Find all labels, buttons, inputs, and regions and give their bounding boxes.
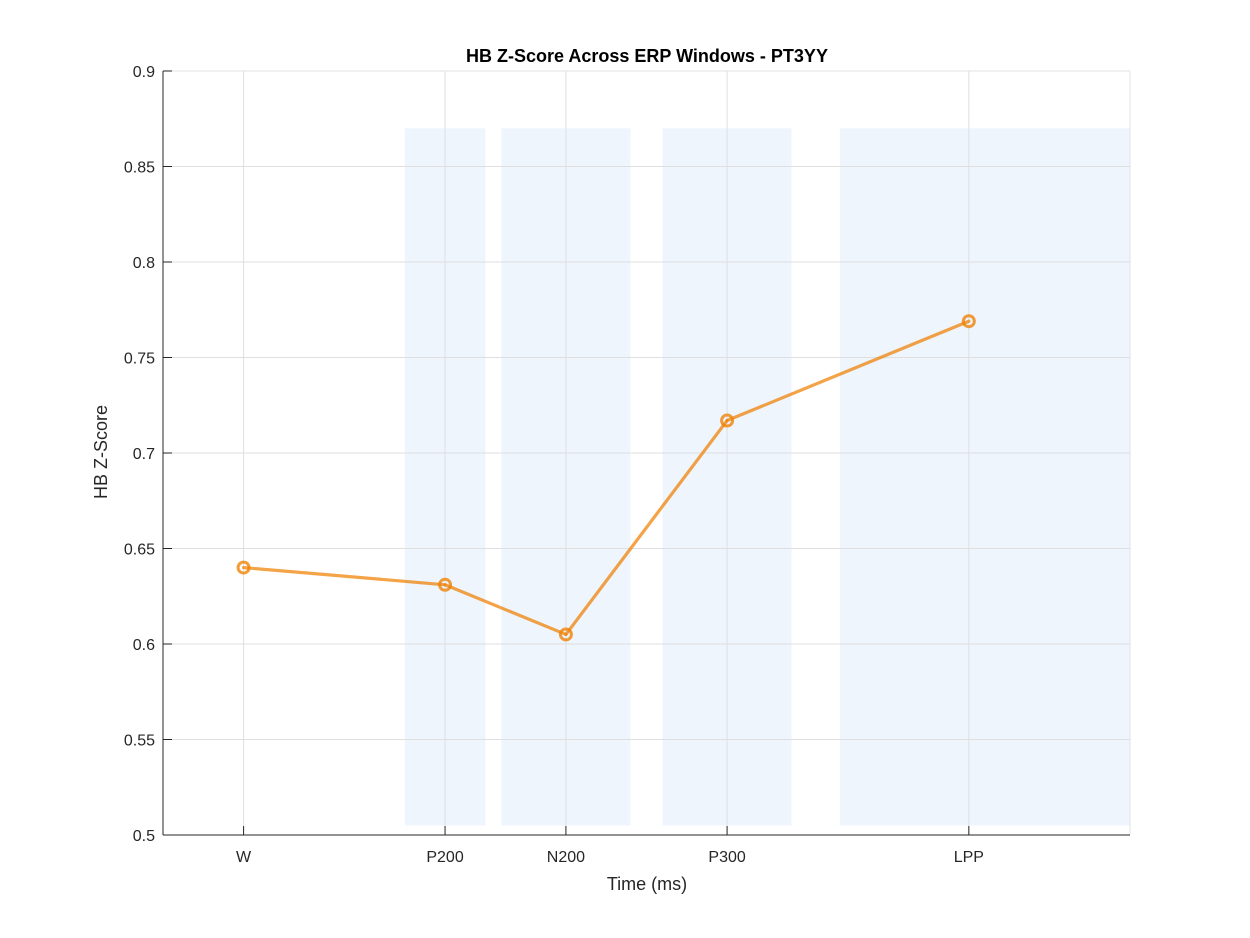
series-0-point-1	[438, 577, 453, 592]
shaded-windows	[404, 128, 1130, 826]
y-tick-label-1: 0.55	[124, 733, 155, 750]
series-0-segment-1	[443, 583, 568, 637]
x-tick-label-0: W	[236, 849, 252, 866]
series-0-point-3	[720, 413, 735, 428]
shaded-window-3	[839, 128, 1130, 826]
y-tick-label-0: 0.5	[133, 828, 155, 845]
x-tick-label-2: N200	[547, 849, 585, 866]
series-0-point-2	[558, 627, 573, 642]
x-tick-label-1: P200	[426, 849, 463, 866]
series-0-segment-0	[241, 565, 447, 587]
y-tick-label-8: 0.9	[133, 64, 155, 81]
series	[236, 314, 976, 642]
y-tick-label-6: 0.8	[133, 255, 155, 272]
chart-title: HB Z-Score Across ERP Windows - PT3YY	[466, 46, 828, 66]
x-tick-label-3: P300	[708, 849, 745, 866]
y-tick-label-3: 0.65	[124, 542, 155, 559]
series-0-segment-3	[725, 319, 971, 423]
y-tick-label-2: 0.6	[133, 637, 155, 654]
x-tick-label-4: LPP	[954, 849, 984, 866]
series-0-segment-2	[564, 418, 729, 637]
y-tick-label-5: 0.75	[124, 351, 155, 368]
y-tick-label-7: 0.85	[124, 160, 155, 177]
x-axis-label: Time (ms)	[607, 874, 687, 894]
y-tick-label-4: 0.7	[133, 446, 155, 463]
ticks: 0.5 0.55 0.6 0.65 0.7 0.75 0.8 0.85 0.9 W P200 N200…	[124, 64, 984, 866]
y-axis-label: HB Z-Score	[91, 405, 111, 499]
series-0-point-0	[236, 560, 251, 575]
series-0-point-4	[961, 314, 976, 329]
